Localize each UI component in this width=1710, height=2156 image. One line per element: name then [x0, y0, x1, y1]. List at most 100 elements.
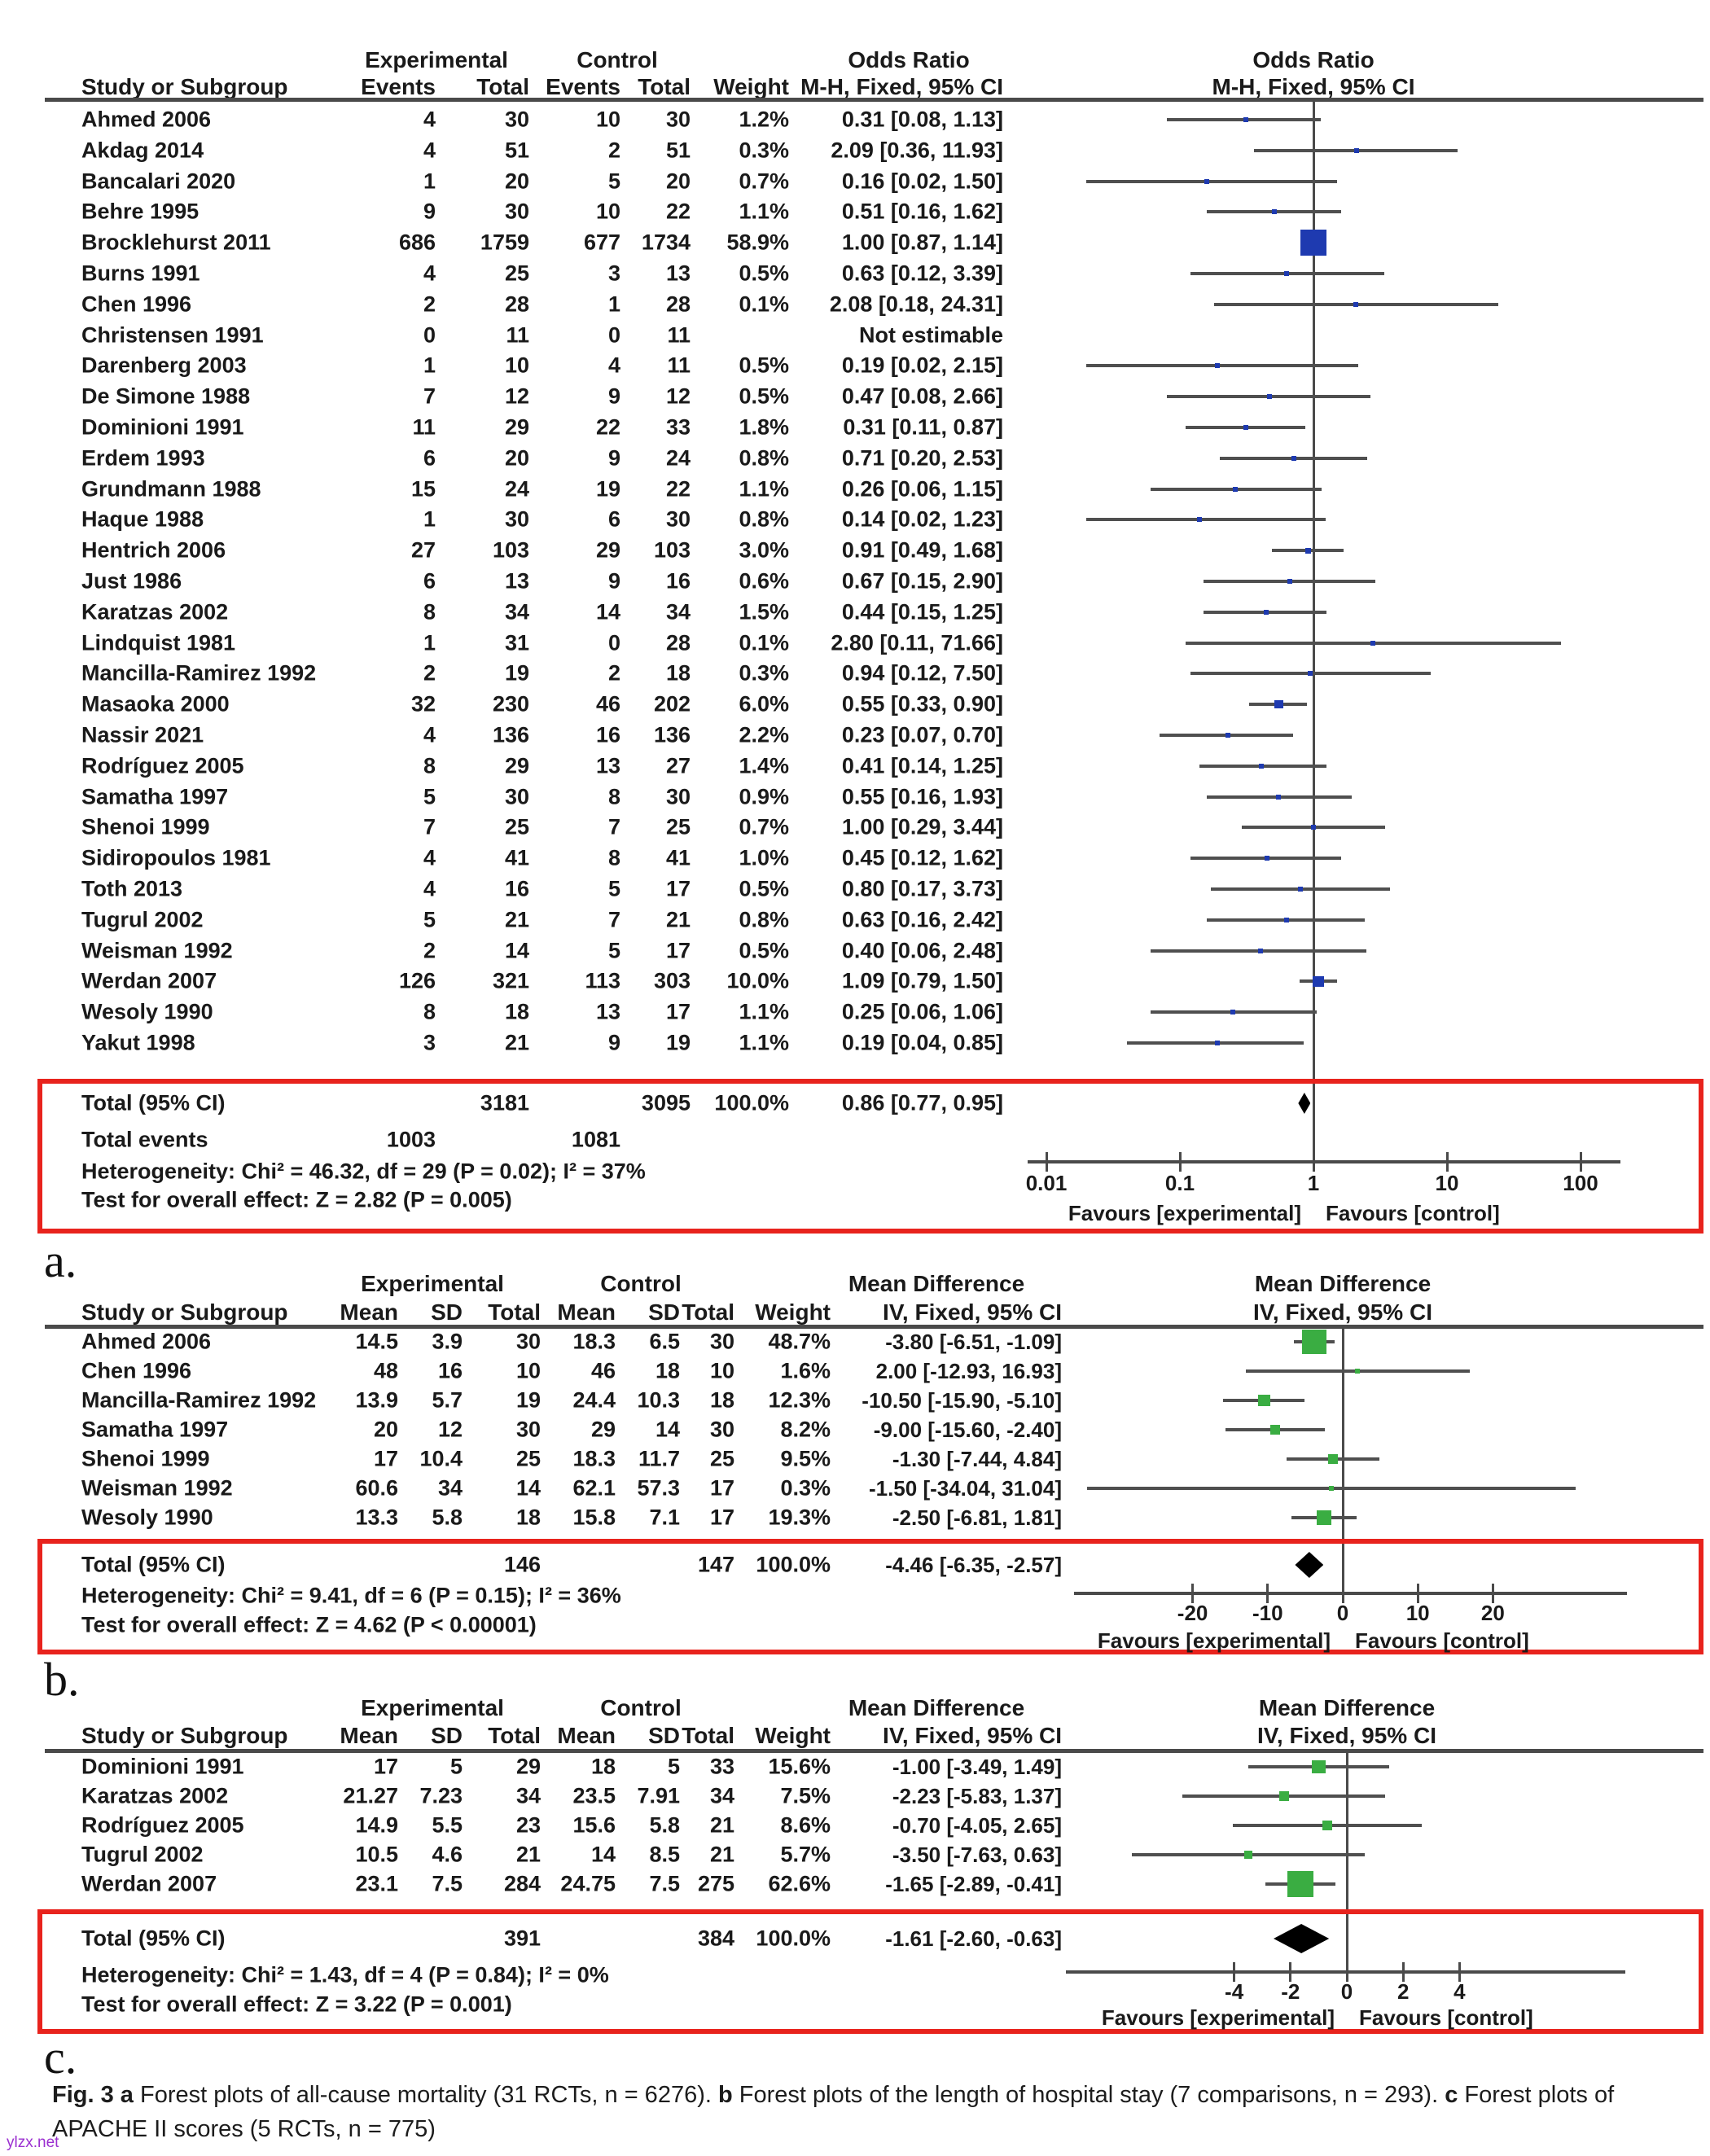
cell-m2: 15.8: [572, 1505, 616, 1530]
cell-e2: 8: [607, 845, 620, 870]
cell-e2: 46: [595, 691, 620, 716]
col-header-weight: Weight: [755, 1299, 831, 1325]
cell-e2: 2: [607, 660, 620, 686]
cell-t1: 30: [504, 107, 529, 132]
cell-weight: 0.3%: [780, 1475, 831, 1501]
x-axis-tick: [1045, 1152, 1048, 1172]
group1-header: Experimental: [365, 47, 508, 72]
cell-weight: 0.7%: [739, 169, 789, 194]
group2-header: Control: [600, 1695, 682, 1720]
col-header-weight: Weight: [713, 74, 789, 99]
cell-weight: 0.5%: [739, 938, 789, 963]
cell-ci: 0.40 [0.06, 2.48]: [841, 938, 1003, 963]
cell-e1: 4: [423, 107, 436, 132]
cell-weight: 3.0%: [739, 537, 789, 563]
cell-t2: 33: [665, 414, 691, 440]
cell-e1: 686: [398, 230, 436, 255]
total-events-label: Total events: [81, 1127, 208, 1152]
total-ci: 0.86 [0.77, 0.95]: [841, 1090, 1003, 1115]
study-name: Ahmed 2006: [81, 1329, 212, 1354]
cell-e1: 4: [423, 845, 436, 870]
total-weight: 100.0%: [714, 1090, 789, 1115]
effect-marker: [1353, 301, 1359, 307]
cell-ci: 0.55 [0.33, 0.90]: [841, 691, 1003, 716]
cell-t2: 12: [665, 383, 691, 409]
study-name: Chen 1996: [81, 1358, 192, 1383]
study-col-header: Study or Subgroup: [81, 1723, 288, 1748]
effect-marker: [1263, 609, 1269, 615]
effect-marker: [1355, 1369, 1361, 1374]
cell-weight: 5.7%: [780, 1842, 831, 1867]
pooled-diamond: [1298, 1093, 1311, 1114]
effect-marker: [1233, 486, 1239, 492]
cell-t1: 25: [504, 814, 529, 839]
cell-e2: 13: [595, 753, 620, 778]
cell-weight: 1.1%: [739, 999, 789, 1024]
effect-header-plot: Mean Difference: [1258, 1695, 1436, 1720]
cell-m1: 13.3: [355, 1505, 398, 1530]
cell-e1: 8: [423, 599, 436, 624]
cell-t1: 25: [504, 261, 529, 286]
cell-m2: 24.75: [560, 1871, 616, 1896]
cell-ci: 1.00 [0.87, 1.14]: [841, 230, 1003, 255]
total-ci: -4.46 [-6.35, -2.57]: [885, 1553, 1062, 1577]
cell-weight: 1.2%: [739, 107, 789, 132]
cell-t2: 30: [709, 1329, 734, 1354]
study-name: Weisman 1992: [81, 938, 233, 963]
cell-sd1: 10.4: [419, 1446, 463, 1471]
cell-sd1: 5.5: [432, 1812, 463, 1838]
cell-sd2: 5.8: [649, 1812, 680, 1838]
effect-marker: [1204, 178, 1210, 184]
study-name: Karatzas 2002: [81, 599, 229, 624]
cell-t1: 11: [506, 322, 529, 348]
cell-ci: Not estimable: [858, 322, 1003, 348]
cell-t1: 30: [504, 199, 529, 224]
col-header-t1: Total: [488, 1299, 541, 1325]
cell-t2: 19: [665, 1030, 691, 1055]
favours-left-label: Favours [experimental]: [1068, 1201, 1301, 1225]
col-header-weight: Weight: [755, 1723, 831, 1748]
effect-marker: [1276, 794, 1282, 800]
cell-t2: 33: [709, 1754, 734, 1779]
cell-e1: 126: [398, 968, 436, 993]
cell-weight: 0.1%: [739, 630, 789, 655]
cell-weight: 62.6%: [768, 1871, 831, 1896]
cell-t1: 10: [515, 1358, 541, 1383]
cell-t1: 18: [504, 999, 529, 1024]
cell-t2: 28: [665, 291, 691, 317]
cell-t1: 24: [504, 476, 529, 502]
cell-t2: 18: [665, 660, 691, 686]
cell-m1: 14.5: [355, 1329, 398, 1354]
cell-t2: 202: [653, 691, 691, 716]
cell-t2: 21: [709, 1812, 734, 1838]
col-header-e1: Events: [361, 74, 436, 99]
cell-sd1: 5.7: [432, 1387, 463, 1413]
cell-ci: 0.41 [0.14, 1.25]: [841, 753, 1003, 778]
cell-ci: -3.50 [-7.63, 0.63]: [892, 1843, 1062, 1867]
study-name: Ahmed 2006: [81, 107, 212, 132]
overall-effect-text: Test for overall effect: Z = 4.62 (P < 0…: [81, 1612, 537, 1637]
study-name: Nassir 2021: [81, 722, 204, 747]
cell-t2: 41: [665, 845, 691, 870]
cell-sd1: 5: [449, 1754, 463, 1779]
cell-e2: 9: [607, 568, 620, 594]
x-axis-tick: [1401, 1962, 1405, 1982]
cell-t1: 25: [515, 1446, 541, 1471]
cell-e2: 5: [607, 938, 620, 963]
study-name: Rodríguez 2005: [81, 753, 244, 778]
cell-sd2: 14: [655, 1417, 680, 1442]
study-name: Haque 1988: [81, 506, 204, 532]
effect-marker: [1307, 671, 1313, 677]
cell-e2: 16: [595, 722, 620, 747]
x-axis-tick: [1178, 1152, 1182, 1172]
cell-ci: 0.14 [0.02, 1.23]: [841, 506, 1003, 532]
effect-marker: [1329, 1486, 1335, 1491]
x-axis-tick: [1191, 1584, 1195, 1603]
study-name: Karatzas 2002: [81, 1783, 229, 1808]
cell-weight: 12.3%: [768, 1387, 831, 1413]
study-name: Akdag 2014: [81, 138, 204, 163]
header-rule: [45, 98, 1703, 102]
cell-t1: 34: [515, 1783, 541, 1808]
cell-t2: 28: [665, 630, 691, 655]
